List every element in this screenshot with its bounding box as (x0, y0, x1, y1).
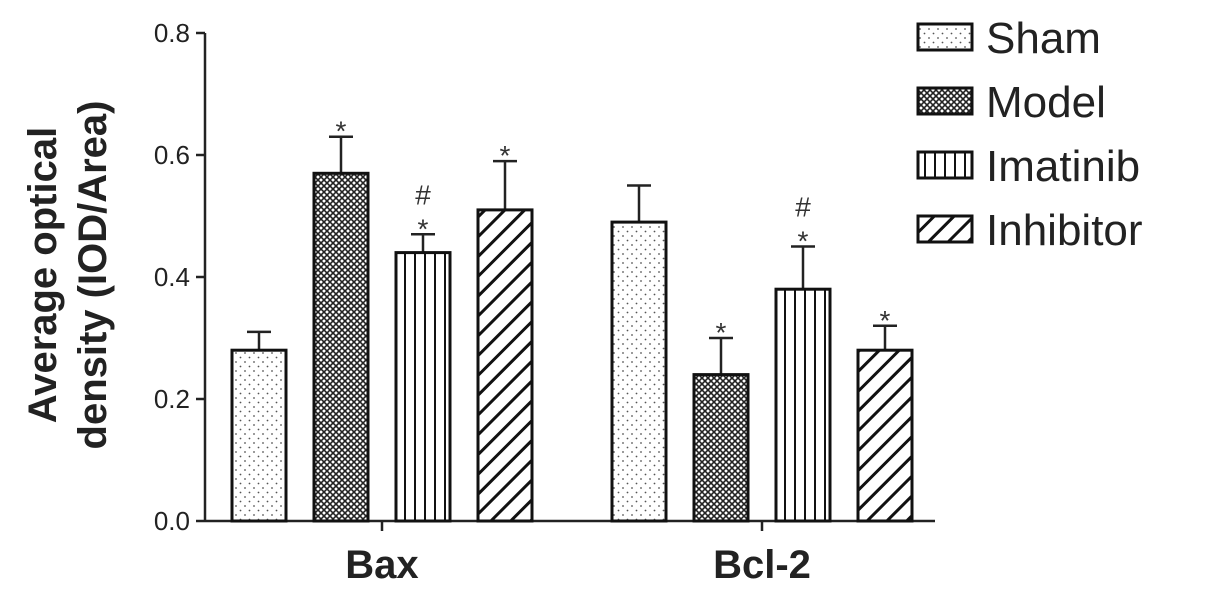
bar-sham-bax (230, 348, 288, 523)
significance-mark: * (880, 305, 891, 336)
bar-imatinib-bcl-2 (774, 287, 832, 523)
y-tick-label: 0.8 (154, 18, 190, 48)
bars: **#*#*** (230, 116, 914, 523)
y-tick-label: 0.0 (154, 506, 190, 536)
x-category-label: Bax (345, 543, 418, 587)
y-tick-label: 0.4 (154, 262, 190, 292)
significance-mark: * (418, 213, 429, 244)
legend-swatch (916, 150, 974, 180)
y-axis-title-line-1: Average optical (21, 127, 65, 423)
legend-label: Imatinib (986, 142, 1140, 191)
significance-mark: * (716, 317, 727, 348)
bar-imatinib-bax (394, 251, 452, 523)
y-axis: 0.0 0.2 0.4 0.6 0.8 (154, 18, 207, 536)
x-category-label: Bcl-2 (713, 543, 811, 587)
legend-swatch (916, 214, 974, 244)
significance-mark: * (500, 140, 511, 171)
y-axis-title: Average optical density (IOD/Area) (21, 101, 115, 450)
legend-label: Sham (986, 14, 1101, 63)
significance-mark: # (795, 192, 811, 223)
bar-model-bcl-2 (692, 373, 750, 523)
legend-swatch (916, 22, 974, 52)
x-axis: Bax Bcl-2 (205, 519, 935, 587)
y-axis-title-line-2: density (IOD/Area) (71, 101, 115, 450)
bar-inhibitor-bax (476, 208, 534, 523)
significance-mark: # (415, 179, 431, 210)
y-tick-label: 0.2 (154, 384, 190, 414)
legend-swatch (916, 86, 974, 116)
y-tick-label: 0.6 (154, 140, 190, 170)
legend-label: Inhibitor (986, 206, 1143, 255)
significance-mark: * (798, 226, 809, 257)
legend: Sham Model Imatinib Inhibitor (916, 14, 1143, 255)
bar-sham-bcl-2 (610, 220, 668, 523)
bar-model-bax (312, 171, 370, 523)
bar-inhibitor-bcl-2 (856, 348, 914, 523)
legend-label: Model (986, 78, 1106, 127)
significance-mark: * (336, 116, 347, 147)
